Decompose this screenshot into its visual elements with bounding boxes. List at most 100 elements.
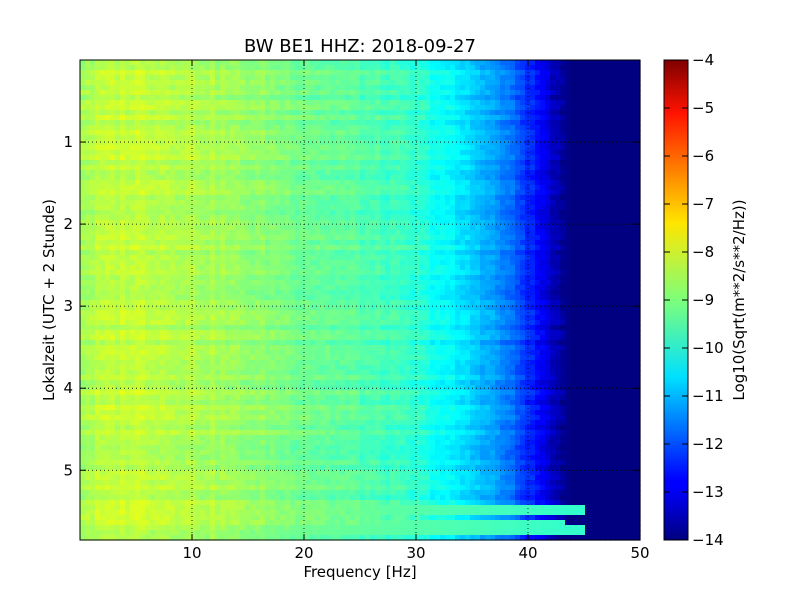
heatmap-cell: [155, 125, 161, 131]
heatmap-cell: [425, 120, 431, 126]
heatmap-cell: [100, 180, 106, 186]
heatmap-cell: [180, 130, 186, 136]
heatmap-cell: [310, 135, 316, 141]
heatmap-cell: [600, 175, 606, 181]
heatmap-cell: [365, 270, 371, 276]
heatmap-cell: [255, 90, 261, 96]
heatmap-cell: [595, 160, 601, 166]
heatmap-cell: [170, 225, 176, 231]
heatmap-cell: [205, 65, 211, 71]
heatmap-cell: [600, 215, 606, 221]
heatmap-cell: [565, 100, 571, 106]
heatmap-cell: [350, 260, 356, 266]
heatmap-cell: [595, 90, 601, 96]
heatmap-cell: [525, 80, 531, 86]
heatmap-cell: [495, 240, 501, 246]
heatmap-cell: [80, 240, 86, 246]
heatmap-cell: [245, 90, 251, 96]
heatmap-cell: [495, 180, 501, 186]
heatmap-cell: [230, 145, 236, 151]
heatmap-cell: [185, 220, 191, 226]
heatmap-cell: [545, 275, 551, 281]
heatmap-cell: [120, 250, 126, 256]
heatmap-cell: [315, 60, 321, 66]
heatmap-cell: [185, 125, 191, 131]
heatmap-cell: [415, 90, 421, 96]
heatmap-cell: [505, 230, 511, 236]
heatmap-cell: [115, 180, 121, 186]
heatmap-cell: [565, 195, 571, 201]
heatmap-cell: [330, 160, 336, 166]
heatmap-cell: [370, 190, 376, 196]
heatmap-cell: [390, 175, 396, 181]
heatmap-cell: [580, 165, 586, 171]
heatmap-cell: [410, 270, 416, 276]
heatmap-cell: [85, 185, 91, 191]
heatmap-cell: [220, 85, 226, 91]
heatmap-cell: [290, 205, 296, 211]
heatmap-cell: [230, 255, 236, 261]
heatmap-cell: [130, 75, 136, 81]
heatmap-cell: [500, 60, 506, 66]
heatmap-cell: [590, 85, 596, 91]
heatmap-cell: [615, 115, 621, 121]
heatmap-cell: [380, 165, 386, 171]
heatmap-cell: [630, 265, 636, 271]
heatmap-cell: [580, 105, 586, 111]
heatmap-cell: [345, 145, 351, 151]
heatmap-cell: [195, 80, 201, 86]
heatmap-cell: [240, 60, 246, 66]
heatmap-cell: [235, 205, 241, 211]
heatmap-cell: [315, 170, 321, 176]
heatmap-cell: [210, 270, 216, 276]
heatmap-cell: [315, 75, 321, 81]
heatmap-cell: [355, 235, 361, 241]
heatmap-cell: [325, 200, 331, 206]
heatmap-cell: [125, 170, 131, 176]
heatmap-cell: [440, 145, 446, 151]
heatmap-cell: [500, 260, 506, 266]
heatmap-cell: [365, 135, 371, 141]
heatmap-cell: [495, 70, 501, 76]
heatmap-cell: [200, 185, 206, 191]
heatmap-cell: [390, 195, 396, 201]
heatmap-cell: [535, 185, 541, 191]
heatmap-cell: [275, 80, 281, 86]
heatmap-cell: [465, 235, 471, 241]
heatmap-cell: [280, 120, 286, 126]
heatmap-cell: [355, 210, 361, 216]
heatmap-cell: [425, 80, 431, 86]
heatmap-cell: [135, 75, 141, 81]
heatmap-cell: [125, 275, 131, 281]
heatmap-cell: [360, 75, 366, 81]
heatmap-cell: [95, 140, 101, 146]
heatmap-cell: [295, 220, 301, 226]
heatmap-cell: [570, 255, 576, 261]
heatmap-cell: [125, 65, 131, 71]
heatmap-cell: [185, 150, 191, 156]
heatmap-cell: [250, 230, 256, 236]
heatmap-cell: [130, 65, 136, 71]
heatmap-cell: [520, 60, 526, 66]
heatmap-cell: [85, 100, 91, 106]
heatmap-cell: [305, 270, 311, 276]
heatmap-cell: [295, 90, 301, 96]
heatmap-cell: [100, 165, 106, 171]
heatmap-cell: [510, 145, 516, 151]
heatmap-cell: [465, 80, 471, 86]
heatmap-cell: [255, 110, 261, 116]
heatmap-cell: [310, 280, 316, 286]
heatmap-cell: [420, 235, 426, 241]
heatmap-cell: [140, 190, 146, 196]
heatmap-cell: [485, 255, 491, 261]
heatmap-cell: [415, 80, 421, 86]
heatmap-cell: [390, 255, 396, 261]
heatmap-cell: [270, 130, 276, 136]
heatmap-cell: [345, 230, 351, 236]
heatmap-cell: [110, 250, 116, 256]
heatmap-cell: [485, 150, 491, 156]
heatmap-cell: [460, 170, 466, 176]
heatmap-cell: [105, 120, 111, 126]
heatmap-cell: [160, 255, 166, 261]
heatmap-cell: [245, 120, 251, 126]
